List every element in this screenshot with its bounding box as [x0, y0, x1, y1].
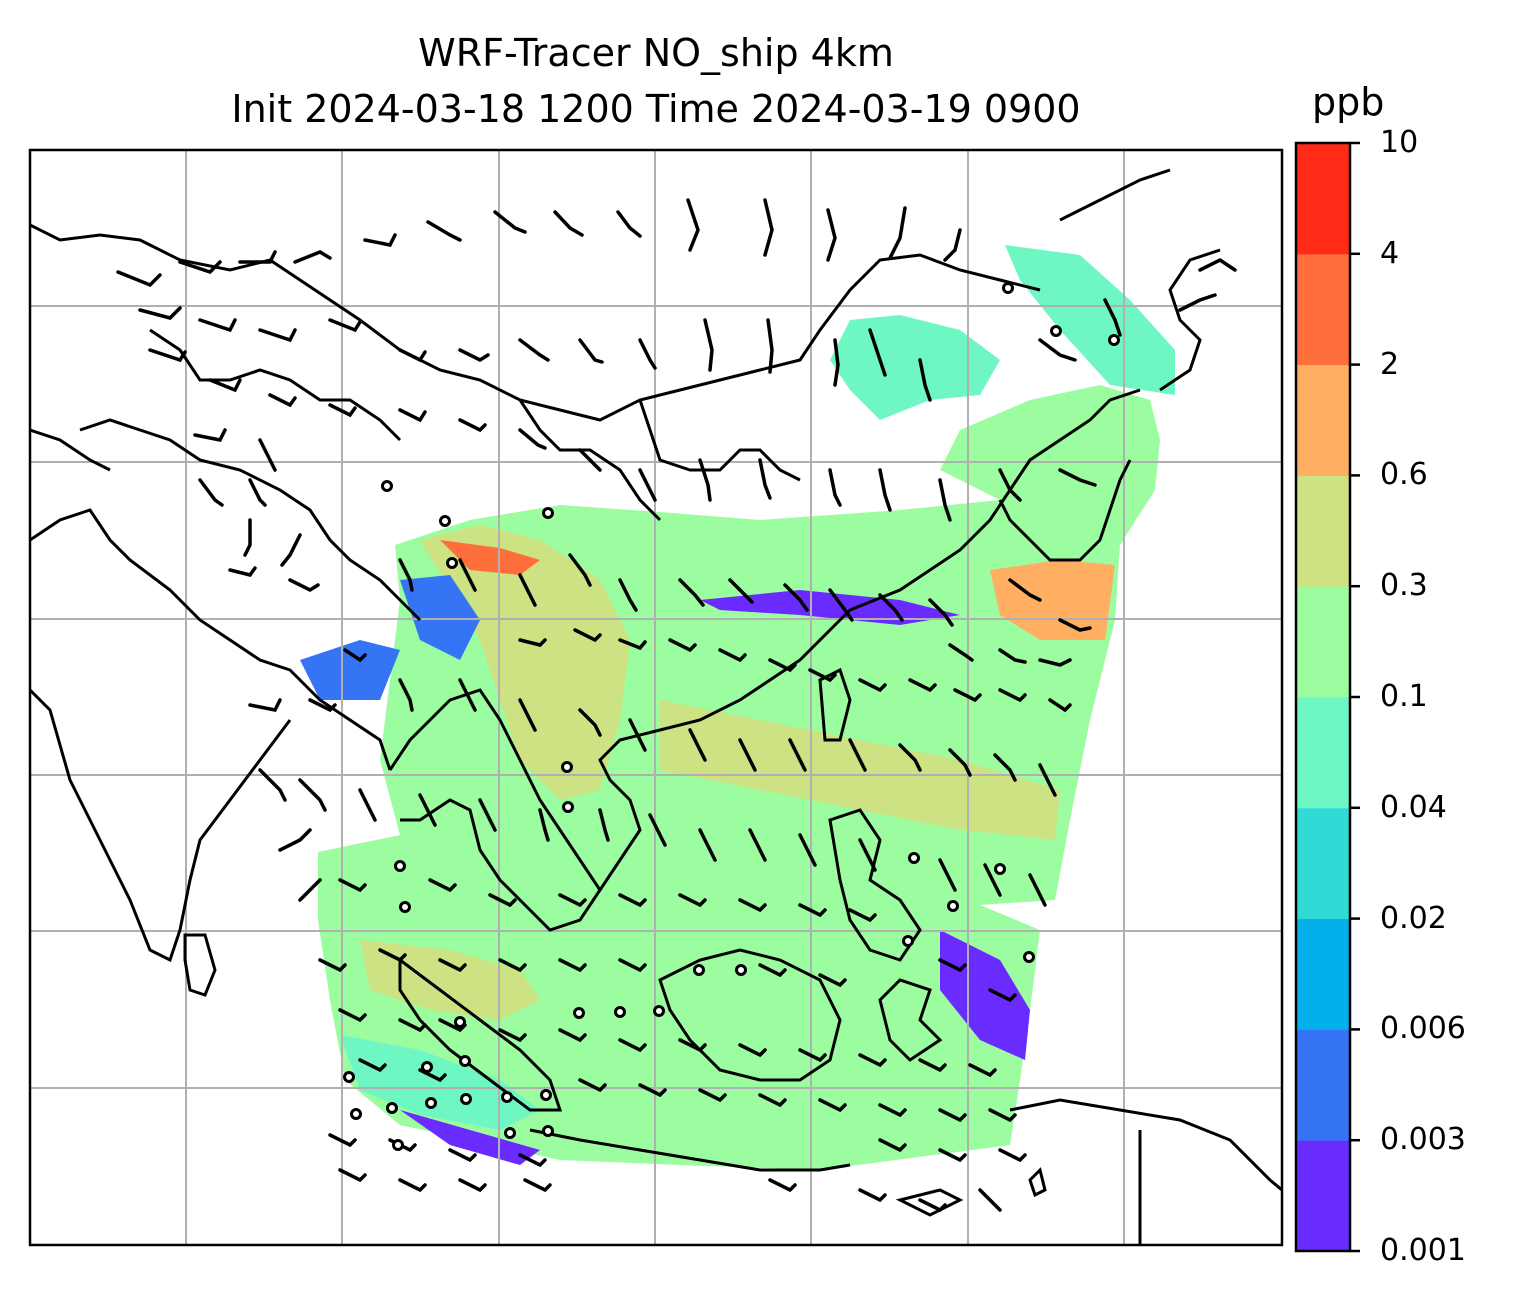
- colorbar-segment: [1296, 1140, 1350, 1252]
- colorbar-tick-label: 0.04: [1380, 789, 1447, 825]
- colorbar-tick-label: 10: [1380, 125, 1419, 160]
- colorbar-segment: [1296, 697, 1350, 809]
- field-edge-west: [300, 640, 400, 700]
- colorbar-tick-label: 2: [1380, 346, 1400, 382]
- field-edge-southeast: [940, 930, 1030, 1060]
- colorbar-tick-label: 0.6: [1380, 457, 1428, 493]
- calm-wind-circles: [343, 282, 1120, 1151]
- field-band-north: [940, 385, 1160, 545]
- colorbar-tick-label: 0.003: [1380, 1122, 1466, 1158]
- colorbar-tick-label: 0.006: [1380, 1011, 1466, 1047]
- colorbar-segment: [1296, 253, 1350, 366]
- colorbar-tick-label: 4: [1380, 235, 1400, 271]
- colorbar-segment: [1296, 475, 1350, 587]
- colorbar-tick-label: 0.1: [1380, 679, 1428, 714]
- plot-title-line2: Init 2024-03-18 1200 Time 2024-03-19 090…: [231, 87, 1081, 131]
- colorbar-segment: [1296, 807, 1350, 920]
- colorbar-segment: [1296, 586, 1350, 698]
- field-patch-coast-high: [420, 525, 630, 800]
- colorbar-segment: [1296, 918, 1350, 1030]
- plot-title-line1: WRF-Tracer NO_ship 4km: [418, 31, 894, 75]
- colorbar-unit-label: ppb: [1312, 80, 1385, 124]
- gridlines: [30, 150, 1282, 1245]
- field-patch-band-mid: [660, 700, 1060, 840]
- colorbar-tick-label: 0.001: [1380, 1233, 1466, 1268]
- field-patch-yellow-sea: [440, 540, 540, 575]
- colorbar-tick-label: 0.3: [1380, 568, 1428, 604]
- map-frame: [28, 148, 1284, 1247]
- colorbar-segment: [1296, 143, 1350, 255]
- field-edge-north: [700, 590, 960, 625]
- colorbar-segment: [1296, 1029, 1350, 1141]
- wind-barbs: [116, 198, 1237, 1213]
- colorbar-tick-label: 0.02: [1380, 900, 1447, 936]
- field-edge-southwest: [400, 1110, 540, 1165]
- field-band-japan-sea: [1005, 245, 1175, 395]
- coastlines: [30, 168, 1282, 1245]
- field-gulf-blue: [400, 575, 480, 660]
- field-patch-java: [340, 1035, 540, 1130]
- colorbar-segment: [1296, 364, 1350, 476]
- colorbar: [1294, 141, 1360, 1253]
